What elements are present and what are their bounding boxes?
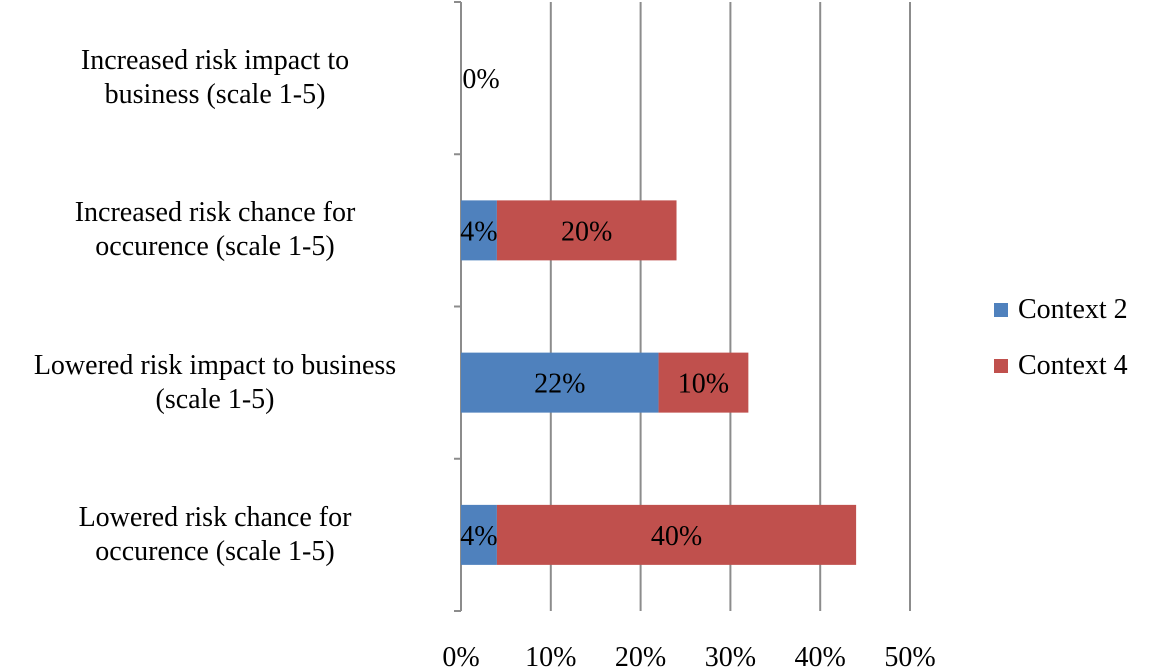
- category-label-line: occurence (scale 1-5): [95, 231, 335, 263]
- x-tick-label: 40%: [795, 642, 846, 671]
- category-label-line: occurence (scale 1-5): [95, 535, 335, 567]
- data-label: 20%: [561, 216, 612, 247]
- legend-item-context-2: Context 2: [994, 282, 1128, 338]
- category-label-line: Increased risk chance for: [74, 197, 356, 229]
- category-label: Increased risk impact to business (scale …: [0, 44, 435, 112]
- category-label: Lowered risk impact to business (scale 1-…: [0, 349, 435, 417]
- x-tick-label: 30%: [705, 642, 756, 671]
- category-label-line: (scale 1-5): [155, 383, 275, 415]
- category-label-line: Lowered risk impact to business: [33, 349, 397, 381]
- legend-item-context-4: Context 4: [994, 338, 1128, 394]
- data-label: 40%: [651, 521, 702, 552]
- legend: Context 2 Context 4: [994, 282, 1128, 394]
- data-label: 10%: [678, 369, 729, 400]
- category-label: Lowered risk chance for occurence (scale …: [0, 501, 435, 569]
- legend-swatch-context-2: [994, 303, 1008, 317]
- bar-context-2: [461, 200, 497, 261]
- category-label-line: Increased risk impact to: [80, 45, 350, 77]
- legend-label-context-4: Context 4: [1018, 350, 1128, 381]
- bar-context-2: [461, 352, 659, 413]
- bar-context-4: [496, 200, 677, 261]
- x-tick-label: 0%: [442, 642, 479, 671]
- legend-swatch-context-4: [994, 359, 1008, 373]
- bar-context-4: [496, 504, 857, 565]
- data-label: 0%: [462, 64, 499, 95]
- bar-context-4: [658, 352, 749, 413]
- data-label: 22%: [534, 369, 585, 400]
- x-tick-label: 10%: [525, 642, 576, 671]
- x-tick-label: 20%: [615, 642, 666, 671]
- category-label-line: Lowered risk chance for: [78, 501, 352, 533]
- x-tick-label: 50%: [884, 642, 935, 671]
- category-label-line: business (scale 1-5): [104, 79, 326, 111]
- bar-context-2: [461, 504, 497, 565]
- category-label: Increased risk chance for occurence (scal…: [0, 196, 435, 264]
- legend-label-context-2: Context 2: [1018, 294, 1128, 325]
- data-label: 4%: [460, 521, 497, 552]
- data-label: 4%: [460, 216, 497, 247]
